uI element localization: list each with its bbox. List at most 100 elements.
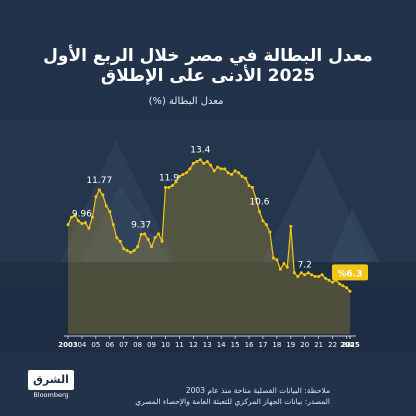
- data-point: [202, 161, 206, 165]
- data-point: [73, 213, 77, 217]
- data-point: [320, 273, 324, 277]
- x-tick-label: 14: [217, 341, 226, 349]
- data-point: [143, 232, 147, 236]
- data-point: [198, 158, 202, 162]
- series-line: [67, 158, 351, 292]
- data-label: %6.3: [338, 269, 363, 279]
- data-point: [80, 222, 84, 225]
- data-point: [237, 171, 241, 175]
- data-point: [306, 271, 310, 275]
- data-point: [104, 204, 108, 208]
- x-tick-label: 19: [286, 341, 295, 349]
- x-tick-label: 11: [175, 341, 184, 349]
- data-point: [146, 237, 150, 241]
- data-point: [258, 210, 261, 214]
- logo-sub: Bloomberg: [33, 391, 69, 399]
- data-point: [348, 289, 352, 293]
- data-point: [153, 236, 157, 240]
- data-point: [338, 282, 342, 286]
- data-point: [87, 226, 91, 230]
- data-point: [157, 232, 160, 236]
- data-point: [205, 160, 209, 163]
- x-tick-label: 2025: [340, 341, 360, 349]
- data-point: [310, 273, 314, 277]
- data-point: [94, 195, 98, 199]
- data-point: [230, 173, 234, 176]
- data-point: [244, 176, 248, 180]
- x-tick-label: 24: [346, 341, 355, 349]
- data-point: [111, 223, 115, 227]
- x-tick-label: 23: [342, 341, 351, 349]
- data-point: [90, 215, 94, 219]
- data-point: [317, 275, 321, 278]
- data-label: 9.37: [131, 220, 151, 230]
- point-layer: [66, 158, 352, 293]
- data-label: 11.9: [159, 173, 179, 183]
- data-point: [108, 210, 112, 214]
- data-point: [285, 265, 289, 269]
- data-point: [324, 276, 328, 280]
- data-point: [327, 278, 331, 282]
- x-tick-label: 10: [161, 341, 170, 349]
- data-point: [289, 224, 293, 228]
- data-point: [247, 184, 251, 188]
- data-point: [150, 245, 154, 249]
- footnotes: ملاحظة: البيانات الفصلية متاحة منذ عام 2…: [30, 385, 330, 407]
- latest-value-badge: %6.3: [332, 264, 368, 281]
- data-point: [97, 188, 101, 192]
- data-point: [331, 280, 335, 284]
- x-tick-label: 17: [259, 341, 268, 349]
- data-point: [303, 273, 307, 277]
- data-point: [195, 160, 199, 163]
- badge-background: [332, 264, 368, 281]
- data-point: [275, 258, 279, 262]
- data-point: [184, 171, 188, 175]
- data-point: [296, 275, 300, 278]
- chart-subtitle: معدل البطالة (%): [148, 96, 224, 107]
- data-point: [209, 163, 213, 167]
- data-point: [345, 286, 348, 290]
- data-point: [129, 250, 133, 254]
- x-tick-label: 20: [300, 341, 309, 349]
- title-line-1: معدل البطالة في مصر خلال الربع الأول: [43, 46, 373, 66]
- data-point: [341, 284, 345, 288]
- data-label: 9.96: [72, 209, 92, 219]
- note-text: ملاحظة: البيانات الفصلية متاحة منذ عام 2…: [185, 386, 330, 395]
- data-point: [233, 169, 237, 173]
- data-point: [223, 167, 227, 171]
- data-label: 10.6: [249, 198, 269, 208]
- data-point: [212, 169, 216, 173]
- data-labels: 9.96 11.77 9.37 11.9 13.4 10.6 7.2 %6.3: [72, 146, 368, 281]
- data-point: [226, 171, 230, 175]
- data-point: [167, 186, 171, 189]
- page-title: معدل البطالة في مصر خلال الربع الأول 202…: [0, 46, 416, 86]
- x-tick-label: 12: [189, 341, 198, 349]
- data-point: [177, 174, 181, 178]
- data-point: [118, 239, 122, 243]
- data-point: [70, 215, 73, 219]
- area-layer: [68, 159, 350, 334]
- asharq-bloomberg-logo: الشرق Bloomberg: [28, 370, 74, 404]
- logo-name: الشرق: [28, 370, 74, 390]
- x-tick-label: 21: [314, 341, 323, 349]
- x-tick-label: 09: [147, 341, 156, 349]
- data-point: [261, 219, 265, 223]
- data-point: [181, 173, 185, 176]
- data-point: [254, 197, 258, 201]
- data-point: [164, 186, 167, 189]
- data-point: [278, 267, 282, 271]
- x-tick-label: 07: [119, 341, 128, 349]
- line-layer: [67, 158, 351, 292]
- data-point: [136, 245, 140, 249]
- data-point: [219, 167, 223, 171]
- data-point: [292, 271, 296, 275]
- x-tick-label: 08: [133, 341, 142, 349]
- data-point: [115, 236, 119, 240]
- data-point: [132, 249, 136, 252]
- x-axis: 2003 04 05 06 07 08 09 10 11 12 13 14 15 16 17 18 19 20 21…: [58, 335, 360, 349]
- x-tick-label: 16: [245, 341, 254, 349]
- x-tick-label: 22: [328, 341, 337, 349]
- data-point: [174, 180, 178, 184]
